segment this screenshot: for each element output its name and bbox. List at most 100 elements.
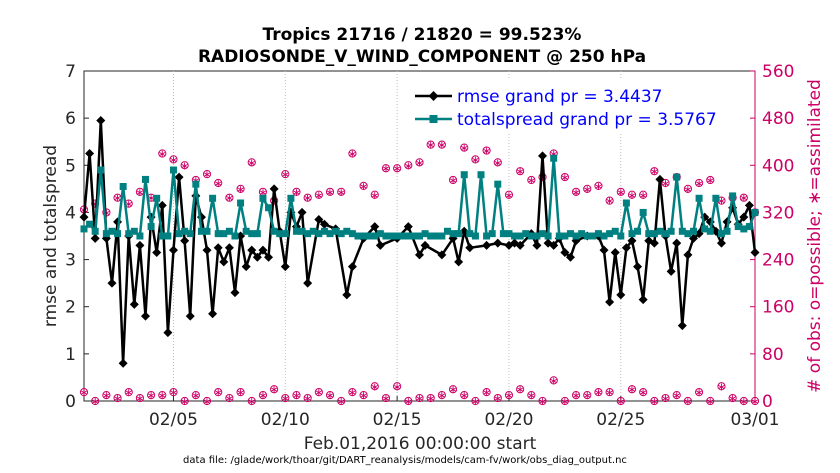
spread-point [119,183,127,190]
rmse-point [599,245,609,255]
obs-assimilated-point: ∗ [79,386,88,399]
rmse-point [314,215,324,224]
rmse-point [683,250,693,260]
rmse-point [208,309,218,319]
obs-assimilated-point: ∗ [236,386,245,399]
obs-assimilated-point: ∗ [750,395,759,408]
obs-assimilated-point: ∗ [214,386,223,399]
obs-assimilated-point: ∗ [694,177,703,190]
obs-possible-point [214,178,223,188]
rmse-point [454,257,464,267]
obs-assimilated-point: ∗ [627,189,636,202]
obs-possible-point [426,393,435,403]
rmse-point [415,250,424,260]
spread-point [231,232,239,240]
obs-possible-point [460,391,469,400]
obs-assimilated-point: ∗ [404,159,413,172]
obs-assimilated-point: ∗ [650,165,659,178]
spread-point [147,223,155,231]
obs-possible-point [493,158,502,167]
obs-possible-point [616,396,625,406]
obs-assimilated-point: ∗ [281,392,290,405]
obs-assimilated-point: ∗ [214,177,223,190]
x-tick-label: 03/01 [731,410,780,430]
obs-assimilated-point: ∗ [359,180,368,193]
y-right-tick-label: 320 [762,203,794,223]
obs-possible-point [527,175,536,185]
spread-point [225,227,233,235]
spread-point [611,227,619,235]
rmse-point [118,358,128,368]
obs-assimilated-point: ∗ [381,162,390,175]
obs-assimilated-point: ∗ [325,186,334,199]
obs-possible-point [270,385,279,394]
obs-assimilated-point: ∗ [146,389,155,402]
spread-point [326,230,334,238]
spread-point [544,232,552,240]
spread-point [522,230,530,238]
obs-possible-point [258,391,268,400]
obs-possible-point [516,385,525,394]
obs-possible-point [393,164,402,173]
rmse-point [180,236,190,246]
obs-assimilated-point: ∗ [448,174,457,187]
obs-possible-point [292,187,301,196]
obs-possible-point [706,175,715,185]
rmse-point [174,172,184,182]
obs-possible-point [314,190,323,199]
obs-possible-point [538,396,547,406]
spread-point [410,232,418,240]
spread-point [203,227,211,235]
spread-point [332,227,340,235]
rmse-point [79,212,89,222]
obs-assimilated-point: ∗ [683,183,692,196]
obs-possible-point [202,170,212,179]
obs-possible-point [482,388,491,397]
spread-point [589,232,597,240]
obs-assimilated-point: ∗ [605,195,614,208]
spread-point [723,227,731,235]
spread-point [399,232,407,240]
obs-assimilated-point: ∗ [91,395,100,408]
obs-possible-point [717,382,726,391]
rmse-point [750,248,760,257]
legend-rmse-label: rmse grand pr = 3.4437 [457,87,662,107]
rmse-point [616,290,626,300]
x-axis-label: Feb.01,2016 00:00:00 start [304,434,537,454]
obs-assimilated-point: ∗ [146,192,155,205]
spread-point [292,227,300,235]
spread-point [550,154,558,162]
rmse-point [677,321,687,331]
obs-assimilated-point: ∗ [549,148,558,161]
y-right-tick-label: 400 [762,156,794,176]
rmse-point [85,149,95,158]
spread-point [287,194,295,202]
obs-assimilated-point: ∗ [571,186,580,199]
spread-point [404,232,412,240]
obs-possible-point [616,187,625,196]
obs-assimilated-point: ∗ [493,392,502,405]
obs-assimilated-point: ∗ [325,389,334,402]
rmse-point [420,240,430,250]
obs-possible-point [560,396,569,406]
obs-assimilated-point: ∗ [527,389,536,402]
rmse-point [297,207,307,217]
legend: rmse grand pr = 3.4437 totalspread grand… [410,80,742,134]
obs-assimilated-point: ∗ [381,392,390,405]
spread-point [197,227,205,235]
rmse-point [666,266,676,276]
obs-assimilated-point: ∗ [594,180,603,193]
obs-assimilated-point: ∗ [404,395,413,408]
obs-possible-point [359,181,368,191]
rmse-point [241,262,251,272]
obs-possible-point [560,172,569,182]
obs-possible-point [404,396,413,406]
obs-assimilated-point: ∗ [337,186,346,199]
obs-assimilated-point: ∗ [683,395,692,408]
rmse-point [96,116,106,125]
obs-possible-point [471,155,480,164]
obs-possible-point [381,164,391,173]
spread-point [594,230,602,238]
obs-assimilated-point: ∗ [158,389,167,402]
obs-assimilated-point: ∗ [650,395,659,408]
